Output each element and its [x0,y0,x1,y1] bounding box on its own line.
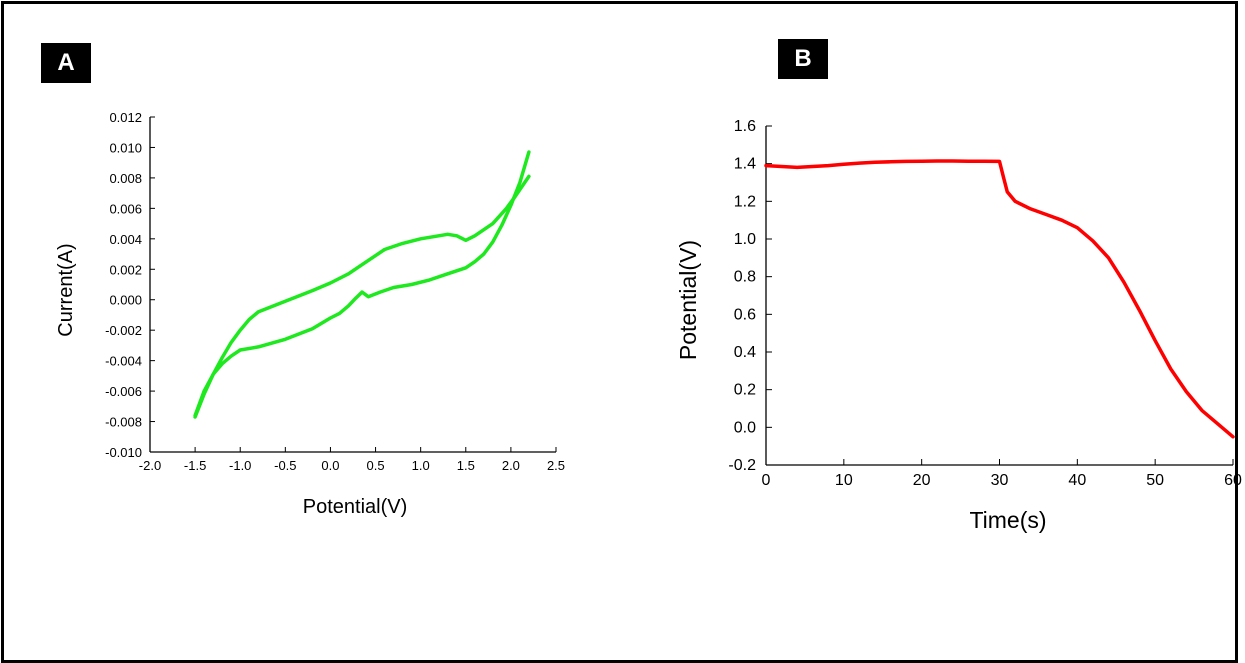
chart-b-x-tick-label: 50 [1146,472,1164,489]
chart-a-y-tick-label: 0.008 [109,171,142,186]
chart-a-y-tick-label: 0.000 [109,293,142,308]
chart-a-y-tick-label: -0.008 [105,415,142,430]
chart-b-x-tick-label: 60 [1224,472,1242,489]
chart-b-x-axis-label: Time(s) [969,507,1046,533]
chart-b-y-tick-label: 0.4 [734,344,756,361]
chart-a-y-tick-label: 0.002 [109,262,142,277]
chart-a-x-tick-label: 2.5 [547,458,565,473]
chart-a-y-tick-label: -0.002 [105,323,142,338]
chart-a-x-tick-label: 0.5 [367,458,385,473]
chart-b-y-tick-label: 1.4 [734,156,756,173]
chart-a-y-tick-label: 0.004 [109,232,142,247]
panel-b-label: B [778,39,828,79]
chart-b-y-tick-label: 1.0 [734,231,756,248]
chart-a-x-tick-label: 2.0 [502,458,520,473]
chart-a-x-tick-label: -1.0 [229,458,251,473]
chart-a-series-line-2 [193,150,531,418]
chart-a-series-line-1 [193,174,531,419]
chart-a-y-tick-label: 0.006 [109,201,142,216]
chart-a-y-tick-label: 0.010 [109,140,142,155]
chart-b-y-tick-label: 1.6 [734,118,756,135]
chart-a-x-tick-label: -2.0 [139,458,161,473]
chart-b-y-tick-label: 1.2 [734,193,756,210]
chart-b-y-tick-label: 0.2 [734,382,756,399]
chart-a-x-tick-label: -0.5 [274,458,296,473]
chart-a-x-axis-label: Potential(V) [303,496,408,518]
chart-b-x-tick-label: 20 [913,472,931,489]
chart-a-x-tick-label: 1.0 [412,458,430,473]
chart-b-x-tick-label: 0 [762,472,771,489]
chart-b-y-tick-label: 0.8 [734,269,756,286]
chart-b-y-tick-label: -0.2 [728,457,756,474]
chart-b-x-tick-label: 10 [835,472,853,489]
chart-b-series-line-1 [764,159,1235,439]
chart-a-y-tick-label: -0.010 [105,445,142,460]
chart-a-y-axis-label: Current(A) [55,243,77,336]
chart-a-x-tick-label: 0.0 [321,458,339,473]
panel-a-label: A [41,43,91,83]
chart-b-x-tick-label: 30 [991,472,1009,489]
chart-a-y-tick-label: -0.004 [105,354,142,369]
chart-b-y-tick-label: 0.6 [734,306,756,323]
chart-b-x-tick-label: 40 [1068,472,1086,489]
chart-a-x-tick-label: 1.5 [457,458,475,473]
chart-a-x-tick-label: -1.5 [184,458,206,473]
chart-a-y-tick-label: 0.012 [109,110,142,125]
chart-a-y-tick-label: -0.006 [105,384,142,399]
chart-b-y-axis-label: Potential(V) [675,240,701,360]
chart-b-y-tick-label: 0.0 [734,419,756,436]
